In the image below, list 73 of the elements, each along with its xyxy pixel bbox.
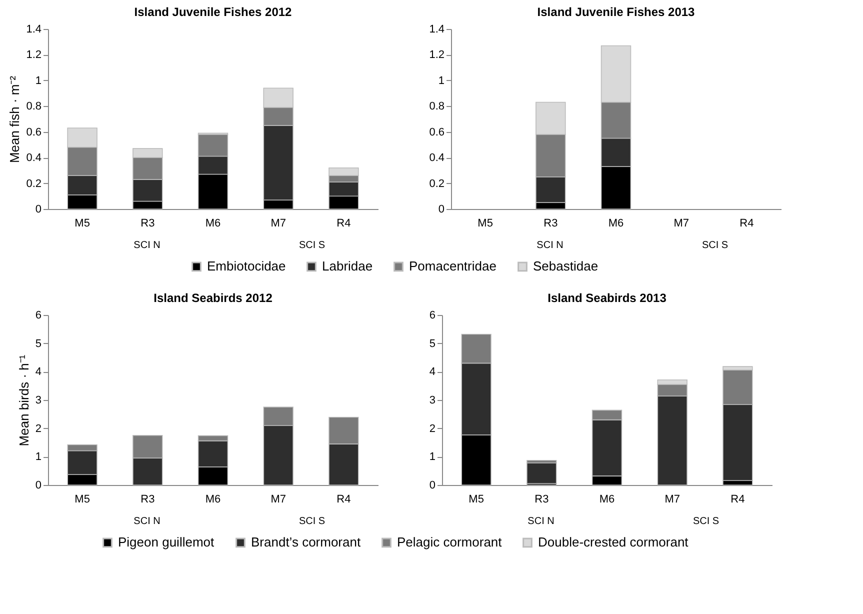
x-tick-label: M7 [674, 218, 689, 230]
y-tick-label: 1 [35, 74, 42, 87]
x-tick-label: M5 [478, 218, 493, 230]
y-tick-label: 1.4 [429, 24, 444, 36]
y-tick-label: 5 [35, 338, 42, 350]
y-tick-label: 6 [429, 310, 436, 322]
text: SCI S [298, 516, 326, 527]
legend-label: Sebastidae [533, 258, 598, 274]
chart-title: Island Juvenile Fishes 2013 [537, 5, 696, 19]
y-tick-label: 2 [429, 422, 436, 435]
chart-title: Island Seabirds 2013 [548, 291, 667, 305]
legend-label: Embiotocidae [207, 258, 286, 274]
x-tick-label: M5 [74, 218, 90, 230]
legend-label: Labridae [322, 258, 373, 274]
y-axis-title: Mean fish · m⁻² [7, 75, 22, 164]
y-tick-label: 5 [429, 338, 436, 350]
y-tick-label: 0.4 [26, 152, 42, 164]
x-tick-label: M6 [599, 494, 615, 506]
y-tick-label: 1.4 [26, 24, 42, 36]
y-tick-label: 0 [35, 480, 42, 492]
x-tick-label: M5 [468, 494, 484, 506]
x-tick-label: M7 [664, 494, 680, 506]
y-tick-label: 0.2 [26, 178, 42, 190]
x-tick-label: M6 [205, 494, 221, 506]
y-tick-label: 4 [35, 366, 42, 378]
legend-label: Double-crested cormorant [538, 534, 689, 550]
legend-label: Pigeon guillemot [118, 534, 215, 550]
y-tick-label: 4 [429, 366, 436, 378]
text: SCI N [134, 516, 160, 527]
y-tick-label: 0.2 [429, 178, 444, 190]
x-tick-label: R3 [140, 218, 155, 230]
y-tick-label: 0.4 [429, 152, 444, 164]
y-tick-label: 0 [35, 204, 42, 216]
chart-title: Island Juvenile Fishes 2012 [134, 5, 292, 19]
y-tick-label: 3 [35, 394, 42, 406]
x-tick-label: M6 [205, 218, 221, 230]
y-tick-label: 1.2 [429, 49, 444, 62]
x-tick-label: M6 [608, 218, 624, 230]
x-tick-label: R4 [730, 494, 745, 506]
x-tick-label: M5 [74, 494, 90, 506]
text: SCI N [134, 240, 160, 251]
bar [526, 462, 557, 484]
y-tick-label: 6 [35, 310, 42, 322]
y-axis-title: Mean birds · h⁻¹ [16, 354, 32, 446]
text: SCI S [692, 516, 720, 527]
x-tick-label: R3 [534, 494, 549, 506]
y-tick-label: 0.8 [26, 100, 42, 113]
x-tick-label: R3 [544, 218, 558, 230]
text: SCI N [528, 516, 554, 527]
legend-label: Pomacentridae [409, 258, 496, 274]
x-tick-label: R4 [740, 218, 754, 230]
y-tick-label: 0 [429, 480, 436, 492]
legend-label: Pelagic cormorant [397, 534, 502, 550]
y-tick-label: 3 [429, 394, 436, 406]
x-tick-label: M7 [270, 218, 286, 230]
y-tick-label: 0.6 [429, 126, 444, 138]
text: SCI N [536, 240, 564, 251]
y-tick-label: 0.8 [429, 100, 444, 113]
y-tick-label: 1 [438, 74, 444, 87]
x-tick-label: M7 [270, 494, 286, 506]
y-tick-label: 1 [35, 451, 42, 464]
y-tick-label: 2 [35, 422, 42, 435]
legend-label: Brandt’s cormorant [251, 534, 361, 550]
y-tick-label: 1.2 [26, 49, 42, 62]
y-tick-label: 1 [429, 451, 436, 464]
x-tick-label: R4 [336, 494, 351, 506]
text: SCI S [702, 240, 728, 251]
y-tick-label: 0 [438, 204, 444, 216]
text: SCI S [298, 240, 326, 251]
x-tick-label: R4 [336, 218, 351, 230]
x-tick-label: R3 [140, 494, 155, 506]
chart-title: Island Seabirds 2012 [154, 291, 273, 305]
y-tick-label: 0.6 [26, 126, 42, 138]
